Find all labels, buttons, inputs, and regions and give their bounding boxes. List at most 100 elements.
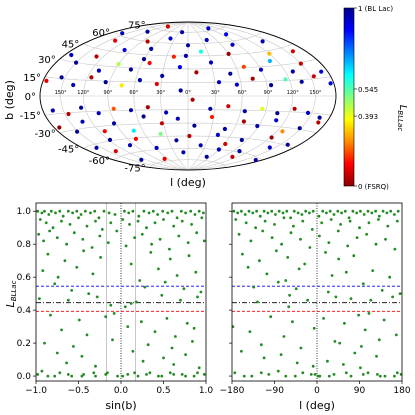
sky-source-point xyxy=(69,52,74,58)
sky-source-point xyxy=(145,39,150,44)
sky-source-point xyxy=(228,71,233,76)
data-point xyxy=(244,221,248,225)
lat-tick-label: 30° xyxy=(38,55,56,66)
data-point xyxy=(36,209,40,213)
sky-source-point xyxy=(216,147,221,152)
data-point xyxy=(38,297,41,300)
data-point xyxy=(393,213,396,216)
sky-source-point xyxy=(145,29,150,34)
data-point xyxy=(151,209,155,213)
sky-source-point xyxy=(239,137,244,143)
data-point xyxy=(280,242,283,246)
data-point xyxy=(348,219,352,223)
data-point xyxy=(109,221,113,225)
data-point xyxy=(60,219,63,223)
data-point xyxy=(186,241,190,245)
data-point xyxy=(192,326,196,330)
data-point xyxy=(330,274,334,277)
data-point xyxy=(308,246,312,249)
data-point xyxy=(232,325,235,328)
data-point xyxy=(306,298,309,302)
data-point xyxy=(382,318,386,322)
data-point xyxy=(160,293,164,297)
data-point xyxy=(40,211,44,215)
data-point xyxy=(376,373,379,376)
data-point xyxy=(102,209,106,213)
sky-source-point xyxy=(237,149,242,154)
data-point xyxy=(157,267,160,271)
data-point xyxy=(53,374,57,378)
sky-source-point xyxy=(316,120,321,125)
sinb-reference-lines xyxy=(36,203,206,381)
data-point xyxy=(104,373,108,376)
data-point xyxy=(367,221,371,225)
parallel-line xyxy=(44,109,332,116)
x-tick-label: 90 xyxy=(354,386,366,396)
data-point xyxy=(358,226,361,230)
data-point xyxy=(369,298,373,302)
x-tick-label: 180 xyxy=(393,386,410,396)
data-point xyxy=(81,237,85,241)
data-point xyxy=(145,373,148,376)
data-point xyxy=(184,211,188,215)
data-point xyxy=(262,356,266,360)
sky-map-lon-labels: 150° 120° 90° 60° 30° 0° 30° 60° 90° 120° 150° xyxy=(55,90,322,96)
sky-source-point xyxy=(198,143,203,148)
data-point xyxy=(133,236,137,240)
data-point xyxy=(94,364,97,368)
data-point xyxy=(87,292,91,295)
data-point xyxy=(109,303,113,307)
sky-source-point xyxy=(290,49,295,54)
lat-tick-label: -45° xyxy=(58,144,79,155)
data-point xyxy=(266,211,270,215)
colorbar-ticks: 1 (BL Lac) 0.545 0.393 0 (FSRQ) xyxy=(354,5,393,191)
data-point xyxy=(192,374,196,378)
x-tick-label: −0.5 xyxy=(68,386,90,396)
sky-source-point xyxy=(230,42,235,47)
sky-source-point xyxy=(183,53,188,59)
sky-source-point xyxy=(299,79,304,84)
sky-source-point xyxy=(208,60,214,65)
colorbar-tick-label: 0.393 xyxy=(358,113,378,121)
lat-tick-label: 60° xyxy=(92,28,110,39)
data-point xyxy=(161,209,165,213)
data-point xyxy=(301,371,305,375)
sky-source-point xyxy=(267,51,272,56)
data-point xyxy=(43,341,46,345)
sky-source-point xyxy=(255,123,260,129)
data-point xyxy=(136,219,140,223)
data-point xyxy=(246,265,250,269)
sky-source-point xyxy=(226,51,231,57)
colorbar-label-sub: BLLac xyxy=(396,110,404,131)
data-point xyxy=(200,216,204,220)
data-point xyxy=(136,374,140,378)
data-point xyxy=(172,224,176,228)
data-point xyxy=(66,298,70,302)
data-point xyxy=(60,328,63,332)
data-point xyxy=(90,246,94,249)
data-point xyxy=(377,214,381,218)
lon-tick-label: 60° xyxy=(129,90,138,96)
data-point xyxy=(174,335,177,338)
data-point xyxy=(320,221,324,225)
data-point xyxy=(248,330,252,333)
data-point xyxy=(111,338,114,342)
x-tick-label: −1.0 xyxy=(25,386,47,396)
data-point xyxy=(333,340,337,343)
lon-tick-label: 90° xyxy=(103,90,112,96)
data-point xyxy=(77,318,81,322)
data-point xyxy=(374,209,377,213)
sky-source-point xyxy=(116,62,121,67)
data-point xyxy=(56,275,60,279)
data-point xyxy=(240,209,243,213)
data-point xyxy=(66,209,70,213)
data-point xyxy=(388,275,392,279)
data-point xyxy=(190,223,194,226)
colorbar-bar xyxy=(343,7,355,187)
data-point xyxy=(95,295,99,299)
data-point xyxy=(299,346,303,350)
data-point xyxy=(126,325,130,328)
sky-source-point xyxy=(160,73,165,78)
data-point xyxy=(232,209,236,213)
x-tick-label: −180 xyxy=(220,386,245,396)
